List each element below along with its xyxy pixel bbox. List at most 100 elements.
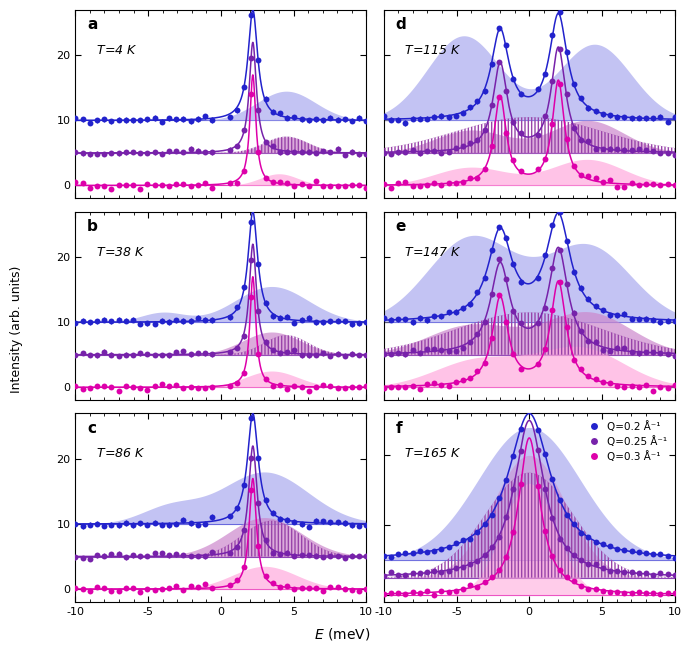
Point	[436, 567, 447, 577]
Point	[232, 343, 242, 353]
Point	[135, 348, 146, 359]
Point	[224, 347, 235, 357]
Point	[149, 547, 160, 558]
Point	[590, 559, 601, 570]
Point	[393, 114, 403, 125]
Point	[464, 172, 475, 183]
Point	[472, 134, 483, 145]
Point	[149, 584, 160, 595]
Point	[171, 315, 182, 325]
Point	[508, 451, 519, 461]
Point	[77, 148, 88, 159]
Point	[318, 348, 329, 359]
Point	[296, 550, 307, 561]
Point	[332, 114, 343, 125]
Point	[347, 115, 358, 126]
Point	[267, 507, 278, 518]
Point	[393, 382, 403, 392]
Point	[361, 183, 372, 193]
Point	[282, 580, 292, 591]
Point	[540, 250, 551, 261]
Point	[142, 318, 153, 328]
Point	[508, 74, 519, 84]
Point	[561, 47, 572, 57]
Point	[626, 347, 637, 357]
Point	[472, 582, 483, 592]
Point	[393, 588, 403, 599]
Point	[472, 96, 483, 107]
Point	[612, 566, 623, 576]
Point	[135, 318, 146, 329]
Point	[619, 309, 630, 319]
Point	[493, 57, 504, 67]
Point	[662, 349, 673, 359]
Point	[232, 542, 242, 553]
Point	[347, 520, 358, 530]
Point	[400, 147, 411, 157]
Point	[275, 108, 286, 118]
Point	[633, 348, 644, 359]
Point	[626, 567, 637, 578]
Point	[171, 179, 182, 190]
Point	[590, 106, 601, 116]
Point	[554, 276, 565, 287]
Point	[70, 582, 81, 593]
Point	[407, 113, 418, 124]
Point	[296, 114, 307, 124]
Point	[267, 107, 278, 117]
Point	[590, 336, 601, 347]
Point	[310, 349, 321, 360]
Point	[501, 128, 512, 138]
Point	[135, 115, 146, 126]
Point	[106, 586, 117, 596]
Point	[303, 180, 314, 191]
Point	[569, 576, 580, 586]
Point	[458, 303, 469, 313]
Point	[267, 548, 278, 559]
Point	[156, 548, 167, 559]
Point	[662, 382, 673, 393]
Point	[92, 180, 103, 191]
Point	[192, 348, 203, 359]
Point	[436, 148, 447, 159]
Point	[597, 563, 608, 573]
Point	[575, 364, 586, 374]
Point	[224, 381, 235, 392]
Point	[310, 582, 321, 593]
Point	[626, 178, 637, 188]
Point	[142, 178, 153, 189]
Point	[393, 348, 403, 359]
Point	[135, 148, 146, 159]
Point	[282, 515, 292, 525]
Point	[515, 364, 526, 374]
Point	[347, 551, 358, 561]
Point	[633, 180, 644, 190]
Point	[458, 562, 469, 572]
Point	[662, 178, 673, 189]
Point	[486, 572, 497, 582]
Point	[289, 317, 300, 328]
Point	[508, 526, 519, 537]
Point	[583, 103, 594, 113]
Point	[569, 519, 580, 530]
Point	[655, 180, 666, 190]
Point	[310, 317, 321, 328]
Point	[640, 380, 651, 391]
Point	[310, 550, 321, 561]
Point	[260, 535, 271, 545]
Point	[458, 343, 469, 353]
Point	[547, 76, 558, 86]
Point	[647, 145, 658, 156]
Point	[464, 138, 475, 149]
Point	[199, 111, 210, 122]
Point	[192, 520, 203, 530]
Point	[199, 519, 210, 529]
Point	[393, 569, 403, 580]
Point	[253, 306, 264, 316]
Point	[121, 315, 132, 326]
Point	[597, 177, 608, 188]
Point	[508, 306, 519, 316]
Point	[540, 344, 551, 355]
Text: T$\!=\!$165 K: T$\!=\!$165 K	[404, 447, 462, 461]
Point	[232, 302, 242, 313]
